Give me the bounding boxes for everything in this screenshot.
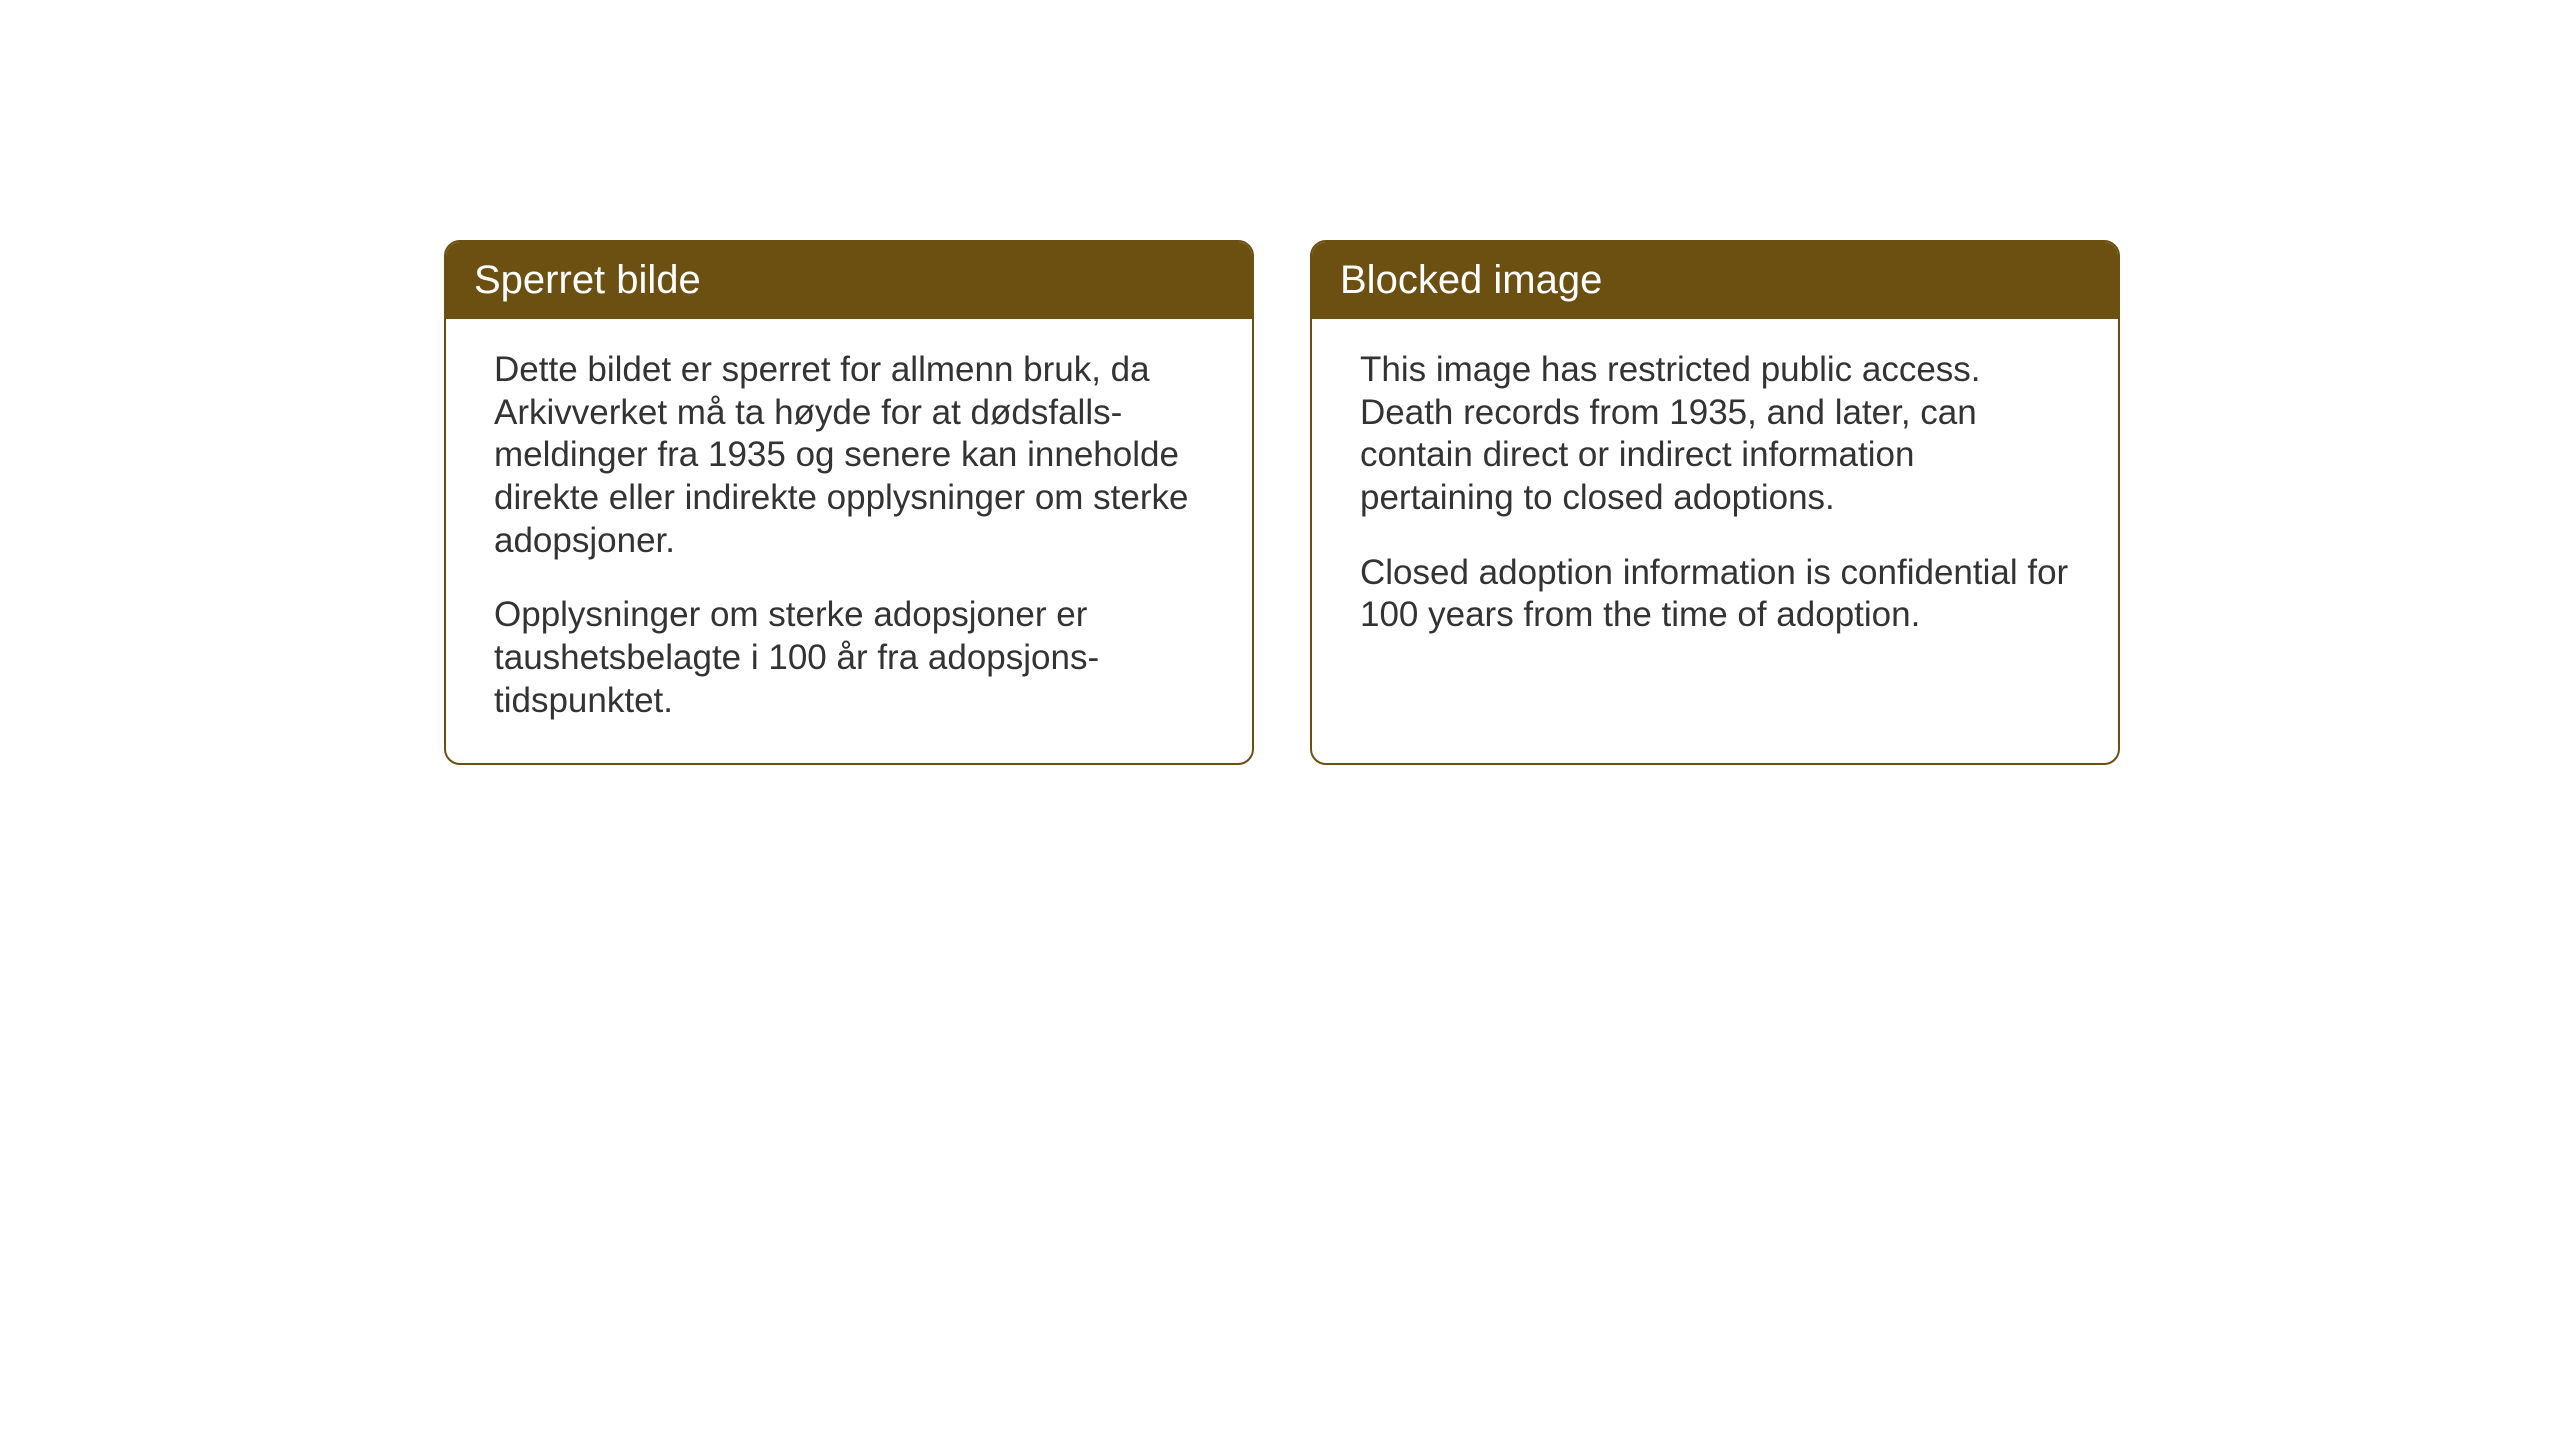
card-paragraph-2: Closed adoption information is confident…	[1360, 552, 2070, 637]
notice-card-norwegian: Sperret bilde Dette bildet er sperret fo…	[444, 240, 1254, 765]
card-title: Blocked image	[1340, 258, 1602, 302]
card-paragraph-1: This image has restricted public access.…	[1360, 349, 2070, 520]
card-header: Sperret bilde	[446, 242, 1252, 319]
notice-card-english: Blocked image This image has restricted …	[1310, 240, 2120, 765]
notice-container: Sperret bilde Dette bildet er sperret fo…	[444, 240, 2120, 765]
card-header: Blocked image	[1312, 242, 2118, 319]
card-title: Sperret bilde	[474, 258, 701, 302]
card-paragraph-1: Dette bildet er sperret for allmenn bruk…	[494, 349, 1204, 562]
card-paragraph-2: Opplysninger om sterke adopsjoner er tau…	[494, 594, 1204, 722]
card-body: This image has restricted public access.…	[1312, 319, 2118, 677]
card-body: Dette bildet er sperret for allmenn bruk…	[446, 319, 1252, 763]
